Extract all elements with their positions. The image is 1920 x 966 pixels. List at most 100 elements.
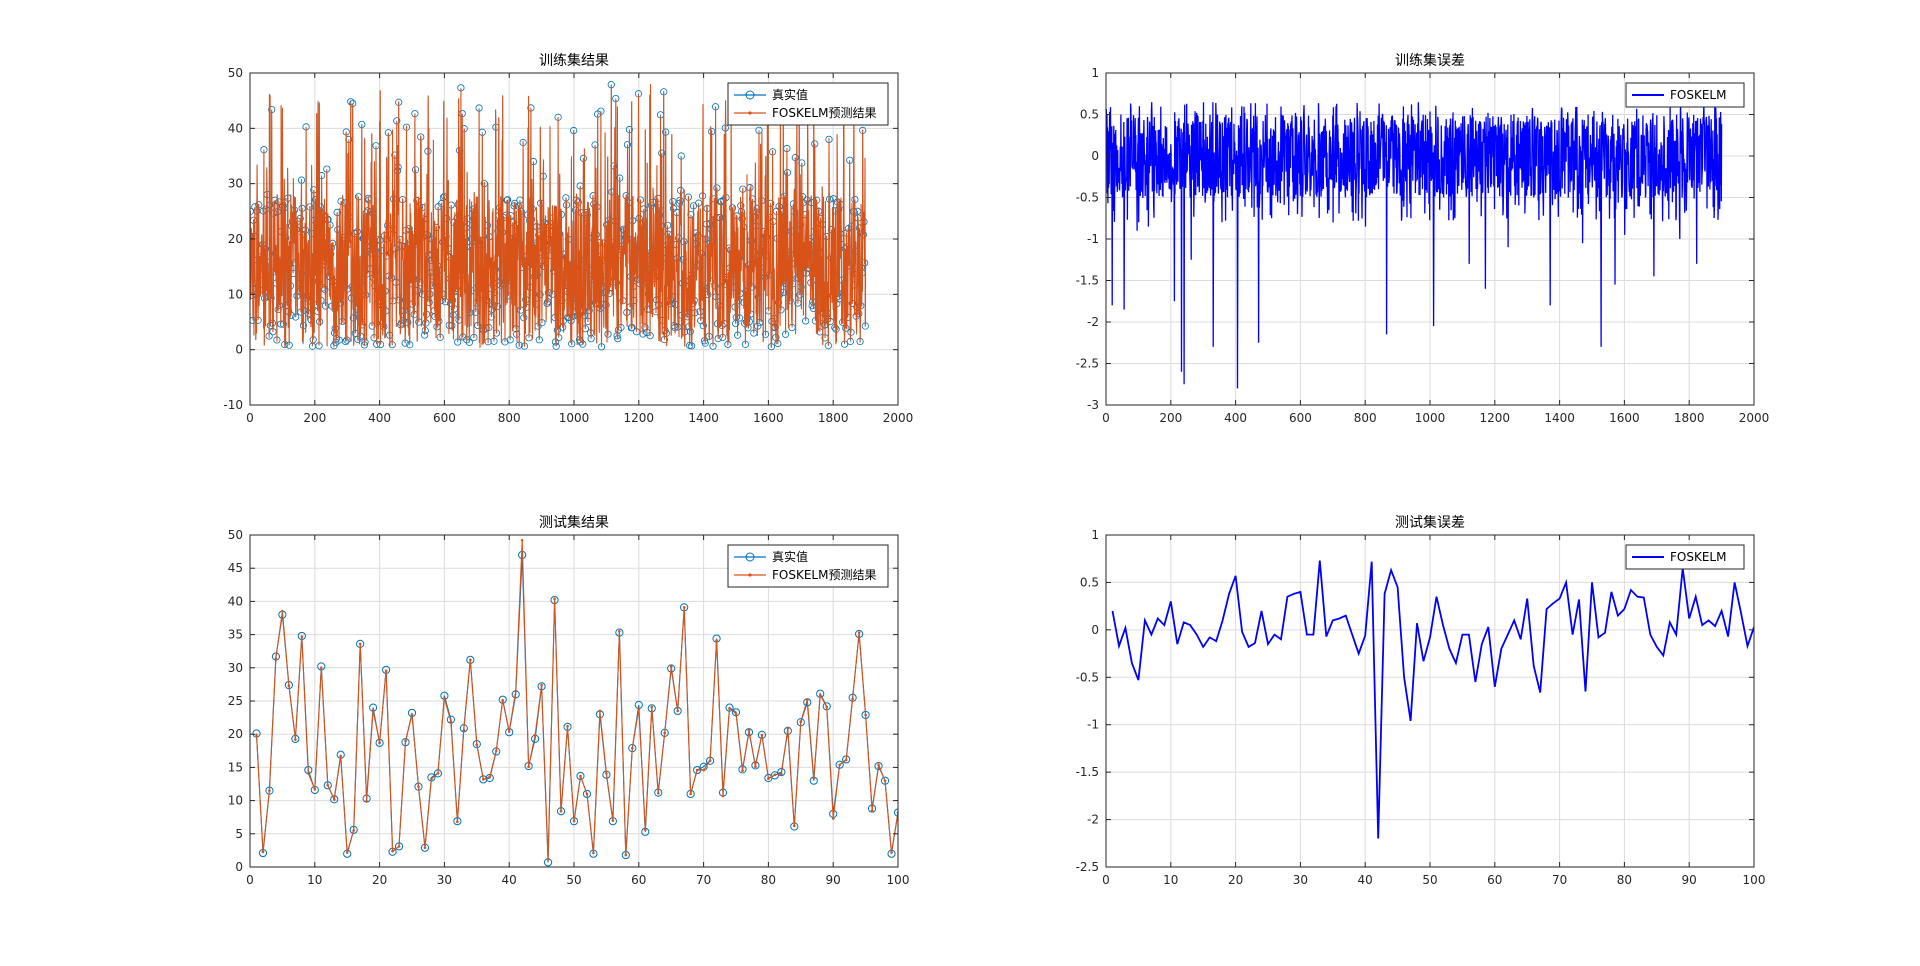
x-tick-label: 1600 bbox=[1609, 411, 1640, 425]
pred-point bbox=[410, 713, 414, 717]
y-tick-label: 0.5 bbox=[1080, 575, 1099, 589]
y-tick-label: 0 bbox=[235, 860, 243, 874]
y-tick-label: -1.5 bbox=[1076, 274, 1099, 288]
x-tick-label: 1800 bbox=[818, 411, 849, 425]
pred-point bbox=[326, 784, 330, 787]
pred-point bbox=[669, 665, 673, 668]
y-tick-label: 0.5 bbox=[1080, 108, 1099, 122]
pred-point bbox=[533, 733, 537, 737]
pred-point bbox=[345, 851, 349, 854]
plot-content bbox=[1106, 102, 1723, 389]
pred-point bbox=[391, 849, 394, 853]
pred-point bbox=[371, 708, 375, 712]
y-tick-label: 10 bbox=[228, 794, 243, 808]
x-tick-label: 2000 bbox=[1739, 411, 1770, 425]
legend-box bbox=[727, 544, 889, 588]
y-tick-label: -10 bbox=[223, 398, 243, 412]
x-tick-label: 50 bbox=[1422, 873, 1437, 887]
y-tick-label: -0.5 bbox=[1076, 191, 1099, 205]
pred-point bbox=[469, 658, 472, 662]
pred-point bbox=[708, 759, 712, 763]
x-tick-label: 1200 bbox=[1480, 411, 1511, 425]
x-tick-label: 200 bbox=[303, 411, 326, 425]
x-tick-label: 100 bbox=[887, 873, 910, 887]
legend-label: FOSKELM预测结果 bbox=[772, 568, 876, 582]
x-tick-label: 400 bbox=[1224, 411, 1247, 425]
pred-point bbox=[728, 707, 731, 710]
pred-point bbox=[663, 731, 667, 735]
pred-point bbox=[378, 741, 381, 745]
y-tick-label: -3 bbox=[1087, 398, 1099, 412]
y-tick-label: 0 bbox=[235, 343, 243, 357]
legend-label: 真实值 bbox=[772, 87, 808, 102]
pred-point bbox=[870, 809, 874, 812]
y-tick-label: -2.5 bbox=[1076, 357, 1099, 371]
pred-point bbox=[598, 709, 602, 713]
x-tick-label: 800 bbox=[498, 411, 521, 425]
pred-point bbox=[818, 693, 822, 697]
y-tick-label: -1 bbox=[1087, 718, 1099, 732]
y-tick-label: 1 bbox=[1091, 66, 1099, 80]
pred-point bbox=[618, 629, 621, 633]
legend: FOSKELM bbox=[1625, 82, 1745, 108]
legend: 真实值 FOSKELM预测结果 bbox=[727, 544, 889, 588]
pred-point bbox=[799, 720, 803, 723]
pred-point bbox=[358, 642, 362, 646]
pred-point bbox=[767, 777, 770, 780]
pred-point bbox=[404, 739, 407, 743]
plot-content bbox=[250, 81, 869, 351]
x-tick-label: 0 bbox=[1102, 411, 1110, 425]
y-tick-label: -1 bbox=[1087, 232, 1099, 246]
pred-point bbox=[475, 743, 479, 747]
y-tick-label: -2 bbox=[1087, 813, 1099, 827]
pred-point bbox=[844, 758, 848, 762]
y-tick-label: -1.5 bbox=[1076, 765, 1099, 779]
pred-point bbox=[883, 779, 887, 782]
x-tick-label: 400 bbox=[368, 411, 391, 425]
legend-box bbox=[1625, 544, 1745, 570]
pred-point bbox=[579, 774, 582, 778]
pred-point bbox=[637, 707, 641, 711]
plot-content bbox=[1111, 560, 1754, 839]
pred-point bbox=[631, 746, 634, 750]
pred-point bbox=[546, 857, 550, 861]
pred-point bbox=[857, 631, 861, 634]
pred-point bbox=[281, 609, 284, 613]
y-tick-label: 0 bbox=[1091, 149, 1099, 163]
pred-point bbox=[287, 684, 291, 688]
pred-point bbox=[501, 699, 505, 702]
y-tick-label: 1 bbox=[1091, 528, 1099, 542]
pred-point bbox=[780, 772, 783, 776]
truth-point bbox=[744, 728, 754, 737]
x-tick-label: 600 bbox=[433, 411, 456, 425]
truth-point bbox=[479, 775, 488, 784]
pred-point bbox=[527, 765, 530, 769]
x-tick-label: 80 bbox=[761, 873, 776, 887]
x-tick-label: 40 bbox=[1358, 873, 1373, 887]
pred-point bbox=[585, 792, 589, 796]
y-tick-label: 35 bbox=[228, 628, 243, 642]
x-tick-label: 100 bbox=[1743, 873, 1766, 887]
series-line-2 bbox=[255, 540, 898, 860]
pred-point bbox=[430, 777, 433, 780]
pred-point bbox=[481, 778, 485, 781]
x-tick-label: 1600 bbox=[753, 411, 784, 425]
subplot-3: 0 10 20 30 40 50 60 70 80 90 100 0 5 10 15 20 25 30 35 40 45… bbox=[228, 514, 910, 887]
pred-point bbox=[682, 606, 686, 609]
pred-point bbox=[702, 768, 705, 772]
y-tick-label: 40 bbox=[228, 121, 243, 135]
pred-point bbox=[436, 772, 440, 775]
x-tick-label: 2000 bbox=[883, 411, 914, 425]
x-tick-label: 90 bbox=[1682, 873, 1697, 887]
chart-title: 训练集误差 bbox=[1395, 52, 1465, 69]
pred-point bbox=[255, 733, 258, 737]
pred-point bbox=[793, 824, 796, 828]
pred-point bbox=[656, 791, 660, 795]
pred-point bbox=[643, 828, 647, 832]
pred-point bbox=[352, 829, 355, 832]
x-tick-label: 600 bbox=[1289, 411, 1312, 425]
y-tick-label: -0.5 bbox=[1076, 670, 1099, 684]
pred-point bbox=[754, 765, 757, 769]
